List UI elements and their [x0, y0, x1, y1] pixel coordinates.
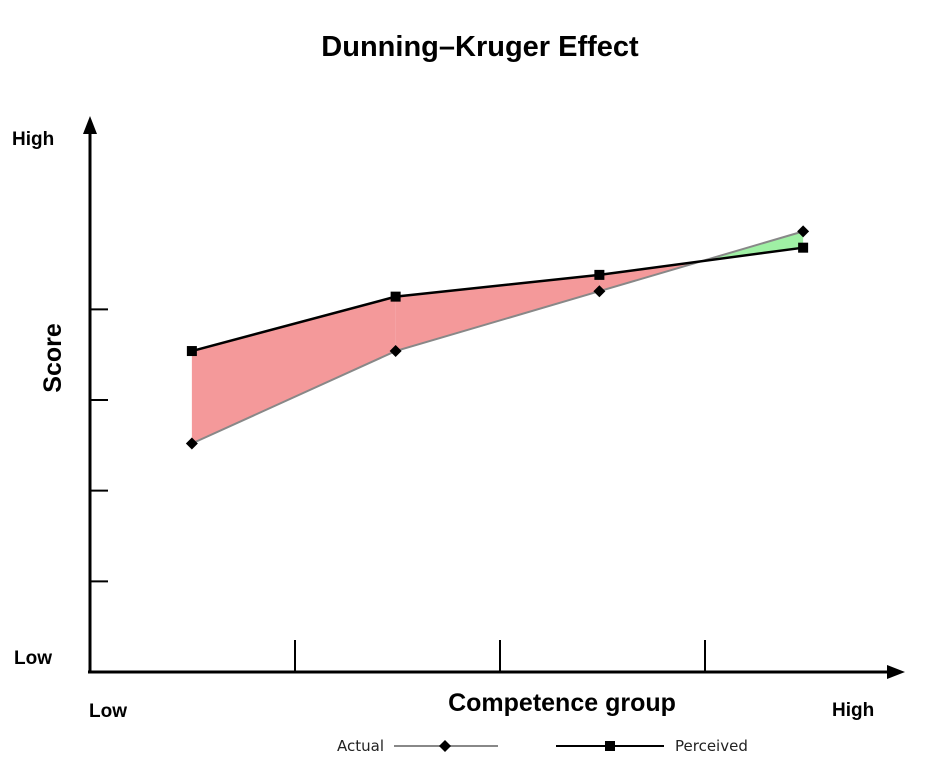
- legend-marker-perceived: [605, 741, 615, 751]
- x-ticks: [294, 640, 706, 672]
- legend: Actual Perceived: [337, 737, 748, 755]
- legend-label-actual: Actual: [337, 737, 384, 755]
- x-axis-title: Competence group: [448, 689, 676, 717]
- point-actual: [389, 345, 402, 358]
- series-line-perceived: [191, 246, 804, 353]
- y-axis-arrow: [83, 116, 97, 134]
- y-axis-title: Score: [39, 323, 67, 393]
- x-axis-low-label: Low: [89, 701, 127, 722]
- x-axis-arrow: [887, 665, 905, 679]
- y-ticks: [90, 308, 108, 583]
- point-perceived: [186, 346, 197, 357]
- point-actual: [185, 437, 198, 450]
- point-perceived: [390, 291, 401, 302]
- legend-marker-actual: [439, 740, 451, 752]
- overestimate-fill: [395, 274, 600, 352]
- y-axis-low-label: Low: [14, 648, 52, 669]
- x-axis-high-label: High: [832, 700, 874, 721]
- overestimate-fill: [191, 296, 396, 444]
- legend-label-perceived: Perceived: [675, 737, 748, 755]
- point-actual: [593, 285, 606, 298]
- gap-fills: [191, 231, 804, 444]
- chart-title: Dunning–Kruger Effect: [321, 31, 639, 63]
- series-layer: [185, 225, 810, 450]
- y-axis-high-label: High: [12, 129, 54, 150]
- point-actual: [797, 225, 810, 238]
- point-perceived: [594, 269, 605, 280]
- point-perceived: [798, 242, 809, 253]
